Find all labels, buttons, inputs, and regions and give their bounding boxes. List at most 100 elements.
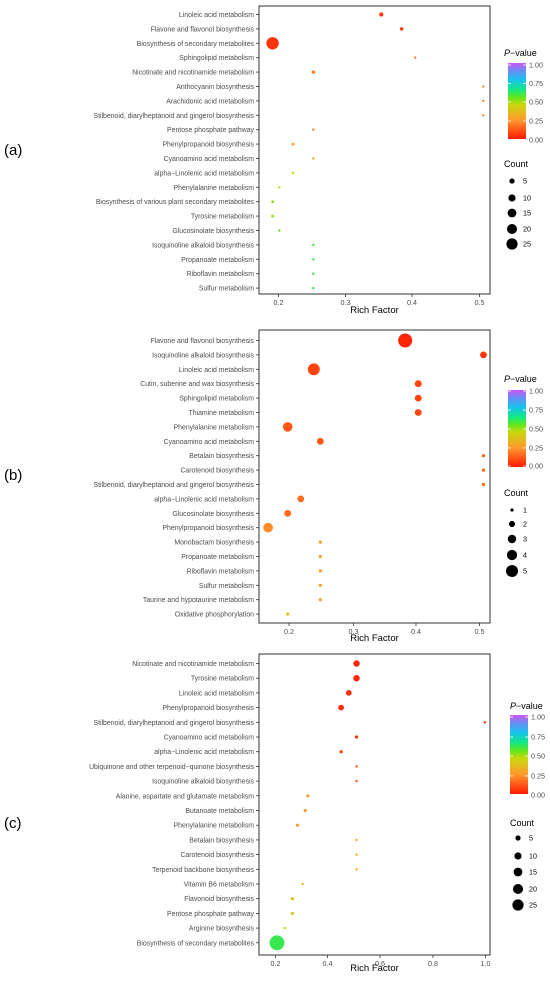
count-legend-label: 3	[523, 535, 527, 544]
data-point	[271, 214, 274, 218]
count-legend-dot	[513, 867, 523, 877]
category-label: Pentose phosphate pathway	[167, 127, 255, 134]
category-label: Isoquinoline alkaloid biosynthesis	[152, 779, 254, 786]
data-point	[297, 495, 305, 503]
count-legend-label: 15	[529, 868, 537, 877]
count-legend-dot	[506, 238, 518, 250]
data-point	[355, 765, 358, 768]
count-legend-dot	[512, 883, 524, 895]
data-point	[338, 704, 344, 711]
category-label: Oxidative phosphorylation	[175, 612, 254, 619]
data-point	[414, 380, 422, 388]
count-legend-label: 5	[523, 567, 527, 576]
count-legend-dot	[514, 852, 522, 860]
colorbar-tick-label: 0.25	[531, 772, 545, 781]
pvalue-colorbar	[508, 390, 526, 467]
x-tick-label: 0.8	[428, 959, 438, 968]
category-label: Isoquinoline alkaloid biosynthesis	[152, 242, 254, 249]
data-point	[318, 554, 322, 559]
count-legend-label: 2	[523, 520, 527, 529]
count-legend-label: 1	[523, 506, 527, 515]
category-label: Carotenoid biosynthesis	[180, 852, 254, 859]
data-point	[278, 229, 281, 232]
count-legend-dot	[510, 508, 514, 512]
category-label: Sulfur metabolism	[199, 583, 254, 590]
data-point	[481, 454, 486, 458]
x-tick-label: 0.5	[475, 298, 485, 307]
data-point	[482, 114, 485, 117]
count-legend-dot	[508, 194, 516, 202]
category-label: Arachidonic acid metabolism	[166, 98, 254, 105]
category-label: Cutin, suberine and wax biosynthesis	[140, 381, 254, 388]
data-point	[355, 838, 358, 842]
category-label: Stilbenoid, diarylheptanoid and gingerol…	[93, 720, 254, 727]
category-label: Stilbenoid, diarylheptanoid and gingerol…	[93, 113, 254, 120]
colorbar-tick-label: 1.00	[529, 387, 543, 396]
colorbar-tick-label: 0.50	[529, 98, 543, 107]
count-legend-label: 5	[523, 177, 527, 186]
x-tick-label: 0.4	[407, 298, 417, 307]
data-point	[354, 735, 359, 739]
data-point	[399, 27, 404, 31]
category-label: Flavonoid biosynthesis	[184, 896, 254, 903]
category-label: Stilbenoid, diarylheptanoid and gingerol…	[93, 482, 254, 489]
data-point	[278, 186, 281, 189]
data-point	[286, 612, 290, 616]
x-tick-label: 0.3	[341, 298, 351, 307]
category-label: Cyanoamino acid metabolism	[164, 156, 255, 163]
count-legend-dot	[508, 520, 516, 528]
count-legend-label: 15	[523, 209, 531, 218]
x-tick-label: 0.4	[411, 627, 421, 636]
data-point	[353, 674, 360, 682]
count-legend-label: 10	[523, 194, 531, 203]
category-label: Alanine, aspartate and glutamate metabol…	[116, 793, 255, 800]
category-label: Carotenoid biosynthesis	[180, 468, 254, 475]
x-axis-title: Rich Factor	[350, 633, 399, 644]
count-legend-label: 4	[523, 551, 527, 560]
colorbar-tick-label: 0.25	[529, 444, 543, 453]
category-label: Isoquinoline alkaloid biosynthesis	[152, 352, 254, 359]
category-label: Vitamin B6 metabolism	[184, 882, 255, 889]
count-legend-title: Count	[510, 818, 535, 828]
data-point	[481, 468, 486, 472]
data-point	[269, 935, 285, 951]
category-label: Monobactam biosynthesis	[174, 540, 254, 547]
data-point	[266, 37, 279, 50]
data-point	[271, 200, 274, 204]
data-point	[303, 808, 307, 813]
count-legend-label: 20	[529, 885, 537, 894]
pvalue-legend-title: P−value	[510, 701, 543, 711]
category-label: Betalain biosynthesis	[189, 837, 254, 844]
data-point	[481, 482, 486, 487]
category-label: Glucosinolate biosynthesis	[172, 228, 254, 235]
category-label: alpha−Linolenic acid metabolism	[154, 749, 254, 756]
category-label: Phenylalanine metabolism	[174, 823, 255, 830]
pvalue-colorbar	[510, 715, 528, 794]
data-point	[263, 522, 273, 533]
data-point	[398, 333, 413, 348]
category-label: Propanoate metabolism	[181, 554, 254, 561]
panel-label: (b)	[4, 467, 22, 484]
category-label: Butanoate metabolism	[185, 808, 254, 815]
category-label: Sphingolipid metabolism	[179, 396, 254, 403]
x-axis-title: Rich Factor	[350, 963, 399, 974]
category-label: Phenylpropanoid biosynthesis	[162, 142, 254, 149]
data-point	[379, 12, 384, 17]
data-point	[482, 99, 485, 103]
colorbar-tick-label: 0.00	[529, 136, 543, 145]
colorbar-tick-label: 0.00	[531, 791, 545, 800]
panel-b: (b) Flavone and flavonol biosynthesis Isoq…	[4, 329, 543, 644]
x-tick-label: 1.0	[481, 959, 491, 968]
count-legend-dot	[507, 208, 517, 218]
x-tick-label: 0.6	[375, 959, 385, 968]
data-point	[355, 853, 358, 856]
count-legend-dot	[515, 835, 521, 841]
count-legend-dot	[509, 178, 515, 184]
data-point	[318, 569, 322, 573]
category-label: alpha−Linolenic acid metabolism	[154, 170, 254, 177]
data-point	[311, 70, 316, 74]
colorbar-tick-label: 1.00	[529, 61, 543, 70]
data-point	[312, 286, 315, 290]
category-label: Arginine biosynthesis	[189, 926, 255, 933]
